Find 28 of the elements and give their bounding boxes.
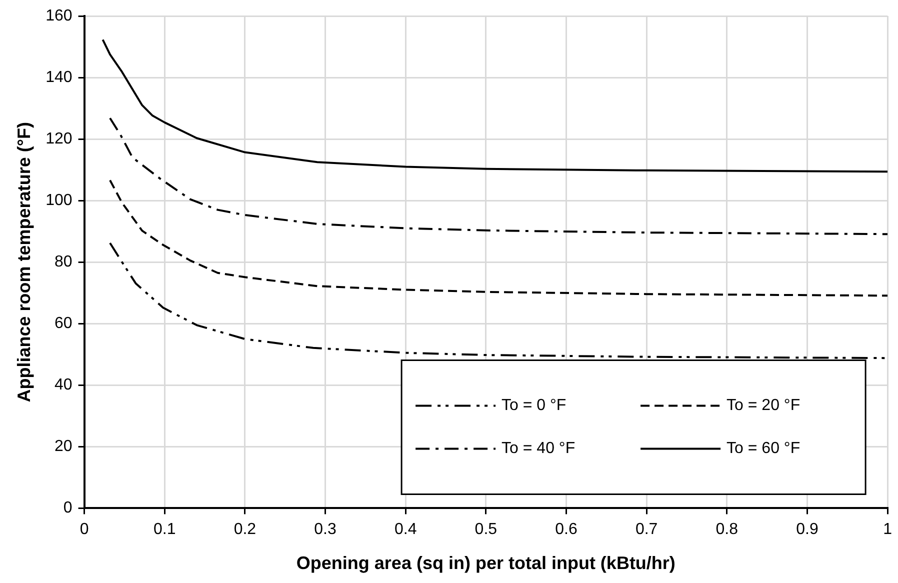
- x-tick-label: 0: [80, 521, 89, 538]
- y-tick-label: 0: [63, 500, 72, 517]
- y-tick-label: 40: [54, 376, 72, 394]
- legend-label: To = 0 °F: [502, 397, 566, 414]
- x-tick-label: 0.5: [474, 521, 498, 538]
- y-tick-label: 60: [54, 315, 72, 332]
- y-tick-label: 80: [54, 254, 72, 271]
- x-tick-label: 1: [883, 521, 892, 538]
- x-tick-label: 0.1: [153, 521, 176, 538]
- line-series: [109, 179, 888, 297]
- legend-label: To = 60 °F: [726, 440, 800, 458]
- y-tick-label: 100: [46, 192, 72, 209]
- y-tick-label: 120: [46, 130, 72, 148]
- x-tick-label: 0.3: [314, 521, 336, 538]
- x-tick-label: 0.4: [394, 521, 417, 538]
- legend-label: To = 40 °F: [502, 440, 576, 458]
- x-tick-label: 0.7: [635, 521, 658, 538]
- y-tick-label: 20: [54, 438, 72, 456]
- y-tick-label: 140: [46, 68, 72, 86]
- x-tick-label: 0.8: [716, 521, 738, 538]
- x-axis-title: Opening area (sq in) per total input (kBtu/hr): [296, 553, 676, 574]
- y-axis-title: Appliance room temperature (°F): [14, 122, 34, 402]
- y-tick-label: 160: [46, 7, 72, 24]
- x-tick-label: 0.6: [555, 521, 578, 538]
- line-series: [109, 117, 888, 236]
- x-tick-label: 0.9: [796, 521, 818, 538]
- x-tick-label: 0.2: [234, 521, 256, 538]
- legend-label: To = 20 °F: [726, 397, 800, 414]
